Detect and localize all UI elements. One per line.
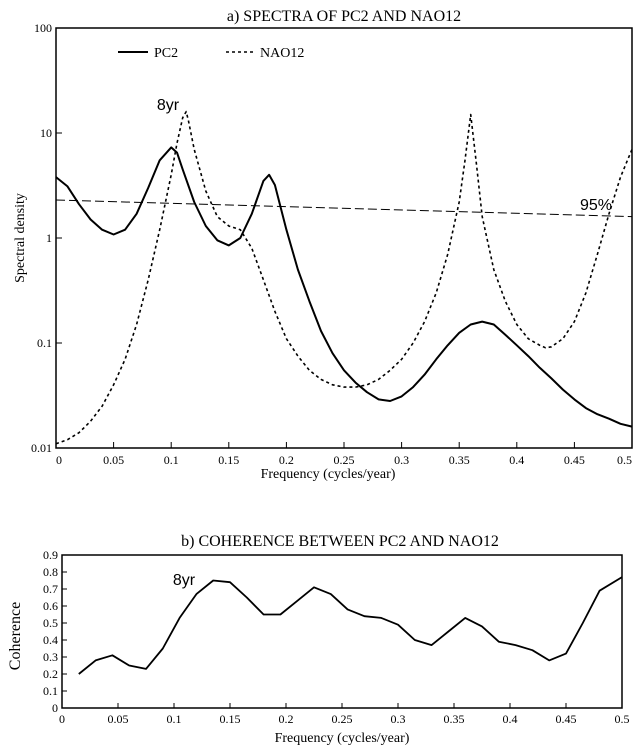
panel-a-x-tick-label: 0.5 [617,453,632,467]
panel-b-y-axis-title: Coherence [7,602,24,670]
legend-nao12-label: NAO12 [260,46,304,61]
panel-b-y-tick-label: 0.9 [43,548,58,562]
panel-b-y-tick-label: 0.5 [43,616,58,630]
panel-b-y-ticks: 0 0.1 0.2 0.3 0.4 0.5 0.6 0.7 0.8 0.9 [43,548,67,715]
panel-a-x-tick-label: 0.05 [103,453,124,467]
panel-b-x-axis-title: Frequency (cycles/year) [275,731,410,746]
panel-a-y-ticks: 0.01 0.1 1 10 100 [31,21,62,455]
panel-a-annotation-95pct: 95% [580,197,612,214]
panel-b-x-tick-label: 0.35 [444,712,465,726]
legend: PC2 NAO12 [118,46,304,61]
panel-a-x-tick-label: 0.25 [334,453,355,467]
panel-a-series-95pct [55,199,633,218]
panel-b-y-tick-label: 0.3 [43,650,58,664]
panel-b-title: b) COHERENCE BETWEEN PC2 AND NAO12 [181,533,499,550]
panel-b-x-tick-label: 0.45 [556,712,577,726]
panel-a-x-tick-label: 0.3 [394,453,409,467]
panel-b-x-tick-label: 0.2 [279,712,294,726]
panel-a: a) SPECTRA OF PC2 AND NAO12 0.01 0.1 1 10 10… [13,8,633,482]
panel-a-y-tick-label: 100 [34,21,52,35]
panel-b-y-tick-label: 0 [52,701,58,715]
panel-a-y-tick-label: 1 [46,231,52,245]
panel-b-plot-frame [61,554,623,709]
panel-b-x-tick-label: 0.1 [167,712,182,726]
panel-b-x-tick-label: 0.4 [503,712,518,726]
panel-a-annotation-8yr: 8yr [157,97,180,114]
panel-a-x-tick-label: 0.1 [164,453,179,467]
panel-b-y-tick-label: 0.4 [43,633,58,647]
panel-b-y-tick-label: 0.8 [43,565,58,579]
panel-a-x-tick-label: 0 [56,453,62,467]
panel-b-y-tick-label: 0.6 [43,599,58,613]
panel-a-x-tick-label: 0.15 [218,453,239,467]
legend-pc2-label: PC2 [154,46,178,61]
panel-b: b) COHERENCE BETWEEN PC2 AND NAO12 00.10… [7,533,630,746]
panel-a-y-tick-label: 0.01 [31,441,52,455]
panel-a-y-tick-label: 0.1 [37,336,52,350]
panel-a-x-tick-label: 0.35 [449,453,470,467]
panel-b-y-tick-label: 0.7 [43,582,58,596]
panel-b-y-tick-label: 0.1 [43,684,58,698]
panel-b-series-coherence [78,576,623,675]
panel-a-title: a) SPECTRA OF PC2 AND NAO12 [227,8,461,25]
panel-b-annotation-8yr: 8yr [173,572,196,589]
panel-b-series-group [78,576,623,675]
panel-b-x-tick-label: 0.3 [391,712,406,726]
panel-b-x-tick-label: 0 [59,712,65,726]
panel-a-series-nao12 [55,110,633,445]
panel-a-x-tick-label: 0.45 [564,453,585,467]
panel-a-y-tick-label: 10 [40,126,52,140]
panel-a-x-axis-title: Frequency (cycles/year) [261,467,396,482]
panel-a-series-group [55,110,633,445]
panel-a-x-tick-label: 0.4 [509,453,524,467]
panel-b-x-tick-label: 0.15 [220,712,241,726]
panel-a-series-pc2 [55,146,633,428]
panel-a-plot-frame [55,27,633,449]
panel-a-x-ticks: 0 0.05 0.1 0.15 0.2 0.25 0.3 0.35 0.4 0.45 0.5 [55,442,633,467]
panel-b-x-tick-label: 0.05 [108,712,129,726]
panel-b-x-ticks: 0 0.05 0.1 0.15 0.2 0.25 0.3 0.35 0.4 0.45 0.5 [59,703,630,726]
panel-a-y-axis-title: Spectral density [13,193,28,283]
panel-a-x-tick-label: 0.2 [279,453,294,467]
panel-b-x-tick-label: 0.5 [615,712,630,726]
panel-b-x-tick-label: 0.25 [332,712,353,726]
panel-b-y-tick-label: 0.2 [43,667,58,681]
